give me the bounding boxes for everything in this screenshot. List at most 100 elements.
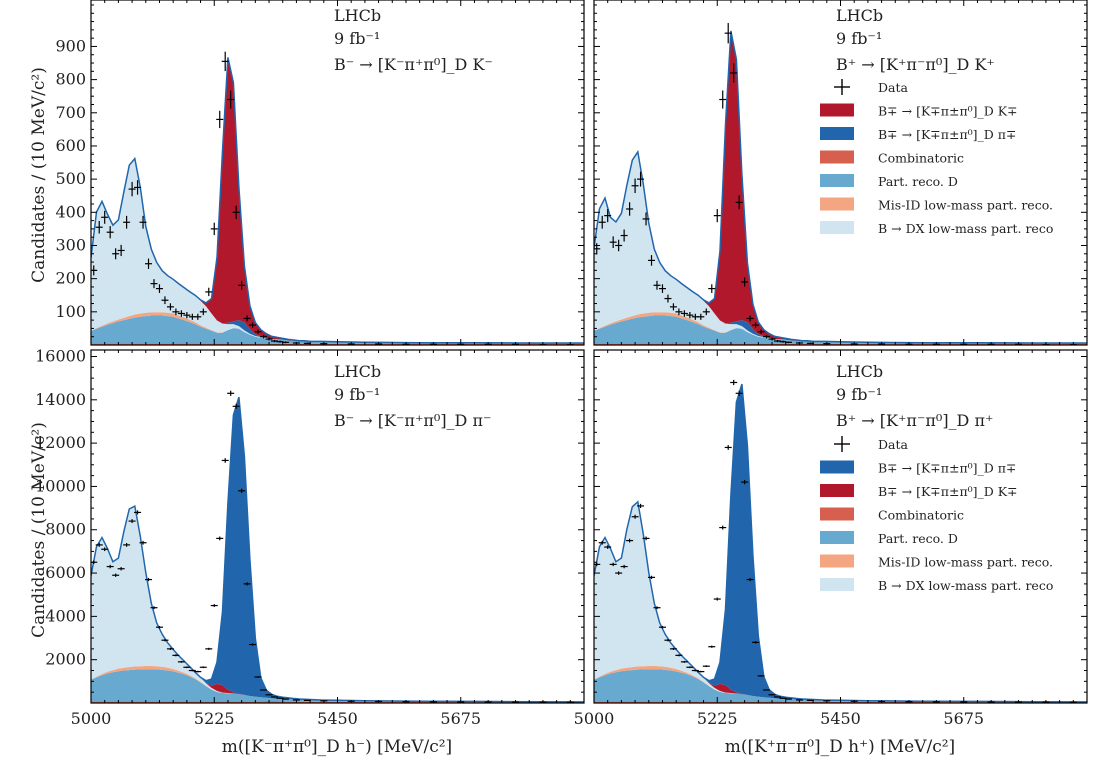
data-point [615, 239, 623, 252]
data-point [221, 51, 229, 72]
data-point [166, 303, 174, 311]
legend-label: Part. reco. D [878, 531, 958, 546]
data-point [150, 279, 158, 289]
x-axis-label-left: m([K⁻π⁺π⁰]_D h⁻) [MeV/c²] [222, 737, 452, 757]
data-point [604, 545, 612, 549]
legend-entry: Mis-ID low-mass part. reco. [820, 197, 1053, 213]
total-fit-line [594, 30, 1087, 344]
legend-label: B → DX low-mass part. reco [878, 221, 1053, 236]
legend-swatch [820, 103, 854, 117]
data-point [183, 666, 191, 669]
data-point [161, 296, 169, 305]
data-point [724, 23, 732, 44]
data-point [194, 670, 202, 673]
legend-swatch [820, 554, 854, 568]
y-tick-label: 10000 [35, 476, 86, 495]
legend-entry: B∓ → [K∓π±π⁰]_D K∓ [820, 103, 1018, 119]
legend-swatch [820, 578, 854, 591]
x-tick-label: 5675 [440, 709, 481, 728]
x-tick-label: 5000 [574, 709, 615, 728]
data-point [205, 287, 213, 297]
legend-entry: B∓ → [K∓π±π⁰]_D π∓ [820, 127, 1017, 142]
y-tick-label: 400 [55, 202, 86, 221]
decay-label-tr: B⁺ → [K⁺π⁻π⁰]_D K⁺ [836, 55, 995, 74]
data-point [276, 340, 284, 343]
data-point [150, 606, 158, 610]
legend-entry: B∓ → [K∓π±π⁰]_D K∓ [820, 484, 1018, 499]
data-point [216, 110, 224, 129]
x-tick-label: 5225 [697, 709, 738, 728]
legend-entry: Data [834, 79, 908, 95]
legend-entry: Combinatoric [820, 150, 964, 166]
y-tick-label: 8000 [45, 520, 86, 539]
y-axis-label-top: Candidates / (10 MeV/c²) [29, 67, 49, 283]
data-point [730, 63, 738, 83]
data-point [708, 284, 716, 293]
legend-label: B∓ → [K∓π±π⁰]_D π∓ [878, 127, 1017, 142]
data-point [713, 209, 721, 223]
data-point [648, 575, 656, 580]
data-point [243, 582, 251, 586]
data-point [735, 195, 743, 210]
legend-label: B∓ → [K∓π±π⁰]_D π∓ [878, 461, 1017, 476]
decay-label-br: B⁺ → [K⁺π⁻π⁰]_D π⁺ [836, 411, 993, 430]
legend-entry: Part. reco. D [820, 174, 958, 189]
data-point [735, 390, 743, 396]
data-point [260, 335, 268, 339]
data-point [139, 540, 147, 545]
data-point [101, 547, 109, 552]
x-tick-label: 5225 [194, 709, 235, 728]
data-point [210, 222, 218, 236]
data-point [697, 670, 705, 673]
x-tick-label: 5675 [943, 709, 984, 728]
data-point [232, 403, 240, 409]
panel-bottom-right: 5000 5225 5450 5675 [574, 349, 1088, 728]
data-point [598, 215, 606, 229]
legend-swatch [820, 174, 854, 187]
data-point [763, 335, 771, 339]
data-point [686, 666, 694, 669]
legend-entry: B∓ → [K∓π±π⁰]_D π∓ [820, 460, 1017, 476]
data-point [139, 215, 147, 229]
data-point [227, 390, 235, 396]
legend-swatch [820, 484, 854, 497]
area-part-reco-d [594, 315, 1087, 344]
data-point [128, 181, 136, 197]
legend-label: Mis-ID low-mass part. reco. [878, 198, 1053, 213]
data-point [642, 536, 650, 541]
legend-swatch [820, 531, 854, 544]
lumi-label-tr: 9 fb⁻¹ [836, 29, 882, 48]
data-point [719, 525, 727, 530]
experiment-label-bl: LHCb [334, 362, 381, 381]
data-point [741, 479, 749, 485]
data-point [271, 339, 279, 343]
data-point [604, 209, 612, 223]
y-tick-label: 600 [55, 136, 86, 155]
data-point [177, 660, 185, 663]
data-point [730, 379, 738, 386]
data-point [741, 277, 749, 287]
data-point [637, 503, 645, 508]
data-point [774, 696, 782, 698]
x-tick-label: 5450 [317, 709, 358, 728]
data-point [708, 645, 716, 648]
legend-label: B∓ → [K∓π±π⁰]_D K∓ [878, 484, 1018, 499]
data-point [172, 654, 180, 657]
data-point [609, 562, 617, 567]
data-point [205, 647, 213, 650]
data-point [658, 625, 666, 629]
data-point [669, 647, 677, 650]
legend-swatch [820, 507, 854, 521]
data-point [199, 308, 207, 316]
data-point [276, 697, 284, 699]
data-point [106, 226, 114, 239]
experiment-label-tl: LHCb [334, 6, 381, 25]
data-point [95, 220, 103, 234]
data-point [609, 236, 617, 249]
data-point [763, 689, 771, 691]
data-point [653, 606, 661, 610]
data-point [719, 90, 727, 109]
legend-label: Data [878, 437, 908, 452]
data-point [680, 310, 688, 317]
y-tick-label: 500 [55, 169, 86, 188]
